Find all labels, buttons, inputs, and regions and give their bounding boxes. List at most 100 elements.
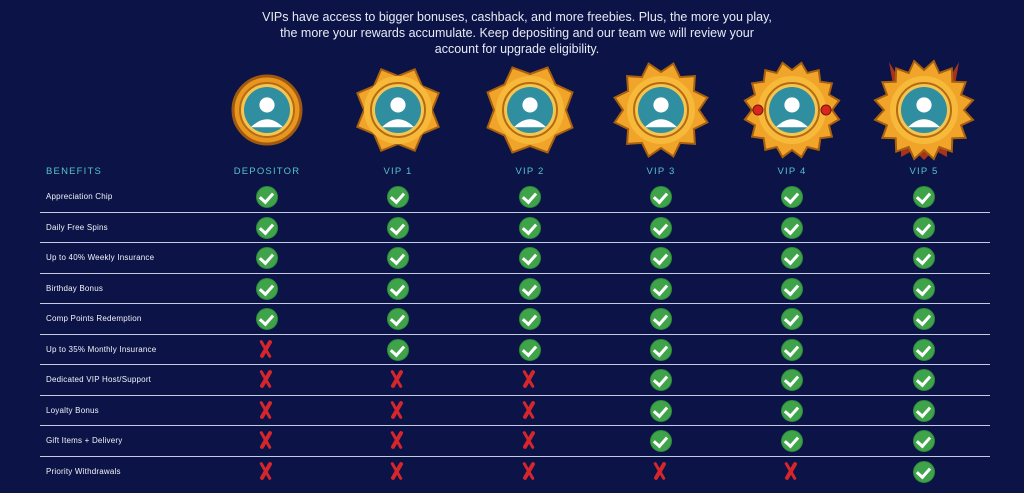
- cross-icon: [650, 461, 670, 481]
- check-icon: [650, 247, 672, 269]
- check-icon: [913, 277, 935, 300]
- availability-cell: [913, 460, 935, 483]
- tier-badges: [0, 52, 1024, 164]
- availability-cell: [256, 369, 278, 391]
- check-icon: [913, 460, 935, 483]
- check-icon: [913, 186, 935, 208]
- availability-cell: [387, 400, 409, 422]
- benefit-row: Comp Points Redemption: [40, 304, 990, 335]
- table-header: BENEFITS DEPOSITOR VIP 1 VIP 2 VIP 3 VIP 4 VI…: [0, 163, 1024, 181]
- availability-cell: [519, 430, 541, 452]
- availability-cell: [913, 216, 935, 239]
- cross-icon: [256, 400, 276, 420]
- benefit-row: Up to 35% Monthly Insurance: [40, 335, 990, 365]
- tier-header: VIP 3: [646, 166, 676, 177]
- tier-header: VIP 4: [777, 166, 807, 177]
- cross-icon: [519, 461, 539, 481]
- check-icon: [519, 308, 541, 330]
- benefit-label: Appreciation Chip: [46, 192, 113, 201]
- availability-cell: [781, 369, 803, 391]
- tier-header: VIP 5: [909, 166, 939, 177]
- check-icon: [913, 308, 935, 330]
- availability-cell: [387, 430, 409, 452]
- check-icon: [781, 216, 803, 239]
- availability-cell: [781, 399, 803, 422]
- availability-cell: [387, 216, 409, 239]
- vip4-badge-icon: [737, 52, 847, 164]
- check-icon: [256, 216, 278, 239]
- availability-cell: [650, 461, 672, 483]
- availability-cell: [913, 399, 935, 422]
- check-icon: [650, 216, 672, 239]
- cross-icon: [387, 369, 407, 389]
- check-icon: [519, 216, 541, 239]
- availability-cell: [387, 277, 409, 300]
- check-icon: [387, 308, 409, 330]
- check-icon: [256, 308, 278, 330]
- availability-cell: [781, 277, 803, 300]
- check-icon: [256, 247, 278, 269]
- check-icon: [650, 399, 672, 422]
- intro-text: VIPs have access to bigger bonuses, cash…: [262, 10, 772, 56]
- benefit-label: Dedicated VIP Host/Support: [46, 375, 152, 384]
- tier-header: VIP 1: [383, 166, 413, 177]
- availability-cell: [387, 461, 409, 483]
- check-icon: [913, 216, 935, 239]
- cross-icon: [519, 400, 539, 420]
- availability-cell: [781, 461, 803, 483]
- availability-cell: [781, 247, 803, 269]
- vip5-badge-icon: [869, 52, 979, 164]
- availability-cell: [256, 216, 278, 239]
- check-icon: [650, 308, 672, 330]
- benefit-label: Daily Free Spins: [46, 222, 108, 232]
- availability-cell: [256, 461, 278, 483]
- availability-cell: [387, 369, 409, 391]
- check-icon: [913, 247, 935, 269]
- availability-cell: [913, 186, 935, 208]
- cross-icon: [256, 339, 276, 359]
- check-icon: [387, 247, 409, 269]
- check-icon: [913, 369, 935, 391]
- availability-cell: [387, 338, 409, 361]
- availability-cell: [519, 400, 541, 422]
- benefit-label: Loyalty Bonus: [46, 405, 99, 415]
- availability-cell: [650, 399, 672, 422]
- availability-cell: [256, 277, 278, 300]
- benefit-row: Birthday Bonus: [40, 274, 990, 304]
- availability-cell: [519, 308, 541, 330]
- vip2-badge-icon: [475, 52, 585, 164]
- cross-icon: [387, 461, 407, 481]
- cross-icon: [519, 369, 539, 389]
- check-icon: [650, 430, 672, 452]
- check-icon: [913, 338, 935, 361]
- check-icon: [650, 369, 672, 391]
- availability-cell: [256, 247, 278, 269]
- check-icon: [781, 277, 803, 300]
- check-icon: [256, 186, 278, 208]
- check-icon: [519, 247, 541, 269]
- availability-cell: [256, 186, 278, 208]
- availability-cell: [519, 277, 541, 300]
- vip1-badge-icon: [343, 52, 453, 164]
- vip3-badge-icon: [606, 52, 716, 164]
- availability-cell: [256, 339, 278, 361]
- availability-cell: [519, 369, 541, 391]
- cross-icon: [387, 430, 407, 450]
- check-icon: [781, 399, 803, 422]
- cross-icon: [387, 400, 407, 420]
- benefit-row: Up to 40% Weekly Insurance: [40, 243, 990, 274]
- availability-cell: [519, 216, 541, 239]
- check-icon: [387, 186, 409, 208]
- benefits-table: Appreciation Chip Daily Free Spins Up to 4…: [40, 182, 990, 486]
- availability-cell: [913, 308, 935, 330]
- availability-cell: [781, 338, 803, 361]
- availability-cell: [781, 308, 803, 330]
- availability-cell: [650, 308, 672, 330]
- benefit-label: Up to 40% Weekly Insurance: [46, 253, 155, 262]
- availability-cell: [781, 186, 803, 208]
- availability-cell: [519, 338, 541, 361]
- availability-cell: [913, 247, 935, 269]
- check-icon: [781, 308, 803, 330]
- benefit-label: Comp Points Redemption: [46, 314, 142, 323]
